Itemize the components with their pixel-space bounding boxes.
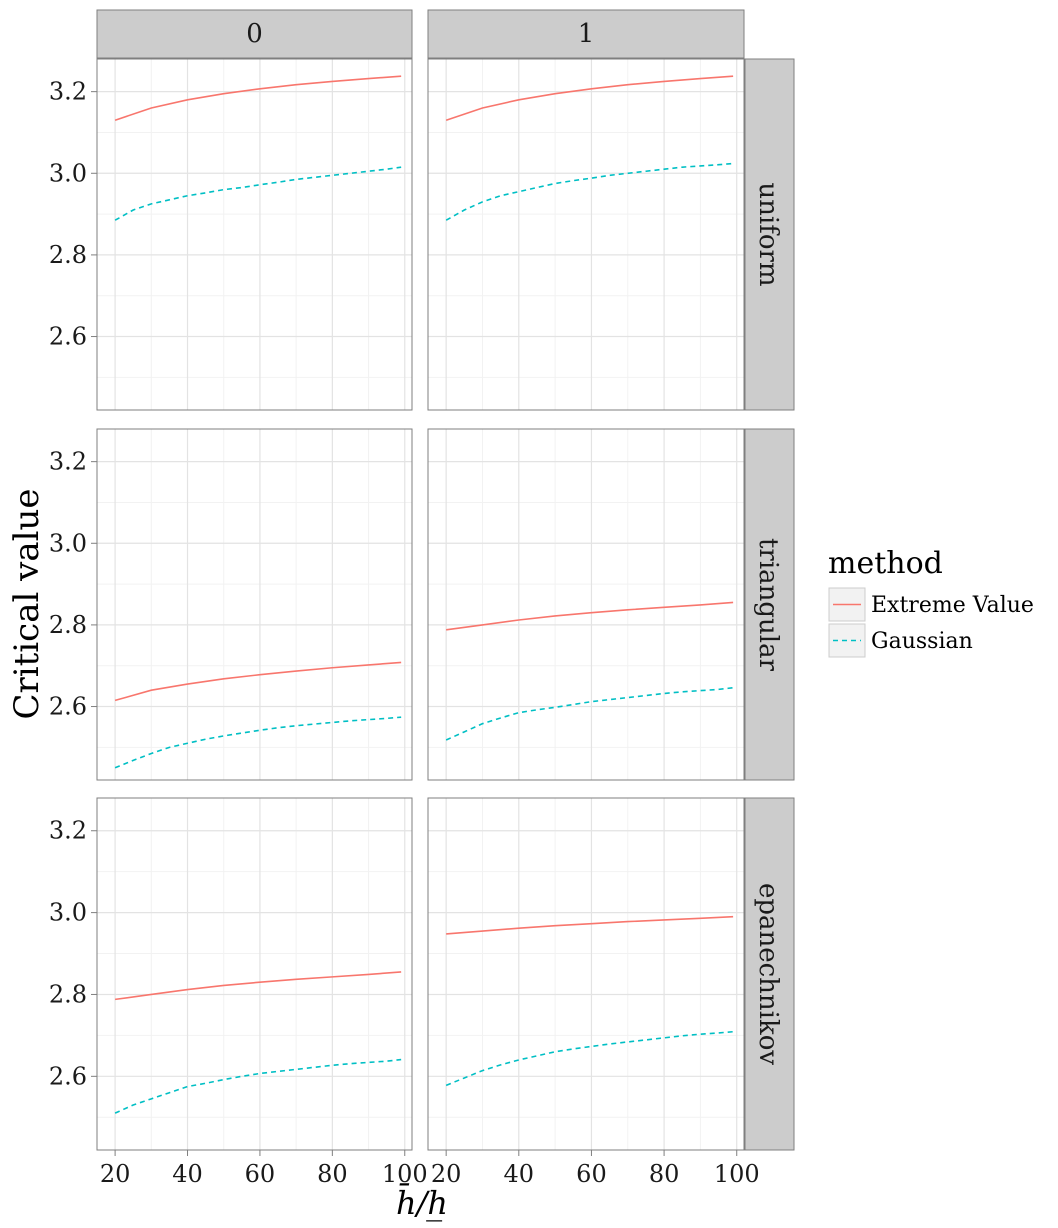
row-strip-2-label: epanechnikov — [753, 883, 783, 1065]
col-strip-0-label: 0 — [246, 19, 263, 49]
legend-title: method — [828, 546, 943, 581]
x-tick-label: 80 — [317, 1160, 348, 1188]
panel-background — [428, 59, 744, 410]
x-tick-label: 60 — [245, 1160, 276, 1188]
legend-label-extreme-value: Extreme Value — [871, 593, 1034, 618]
x-tick-label: 20 — [100, 1160, 131, 1188]
x-tick-label: 100 — [714, 1160, 760, 1188]
panel-epanechnikov-1 — [428, 798, 744, 1150]
y-tick-label: 2.8 — [49, 980, 87, 1008]
y-axis-title: Critical value — [7, 488, 47, 719]
y-tick-label: 2.6 — [49, 323, 87, 351]
col-strip-1-label: 1 — [578, 19, 595, 49]
y-tick-label: 2.6 — [49, 693, 87, 721]
x-tick-label: 40 — [504, 1160, 535, 1188]
panel-background — [428, 798, 744, 1150]
y-tick-label: 3.0 — [49, 529, 87, 557]
panel-uniform-0 — [97, 59, 412, 410]
legend-label-gaussian: Gaussian — [871, 629, 973, 654]
column-strips: 0 1 — [97, 10, 744, 58]
y-tick-label: 3.2 — [49, 817, 87, 845]
row-strip-1-label: triangular — [753, 538, 783, 672]
panel-epanechnikov-0 — [97, 798, 412, 1150]
y-tick-label: 3.2 — [49, 448, 87, 476]
y-tick-label: 2.8 — [49, 241, 87, 269]
y-tick-label: 3.0 — [49, 899, 87, 927]
y-tick-label: 3.0 — [49, 159, 87, 187]
panel-background — [97, 59, 412, 410]
row-strips: uniform triangular epanechnikov — [745, 59, 794, 1150]
panel-background — [97, 429, 412, 780]
x-tick-label: 80 — [649, 1160, 680, 1188]
y-tick-label: 3.2 — [49, 78, 87, 106]
panel-triangular-0 — [97, 429, 412, 780]
legend: method Extreme Value Gaussian — [828, 546, 1034, 657]
panel-triangular-1 — [428, 429, 744, 780]
row-strip-0-label: uniform — [753, 182, 783, 286]
x-axis-ticks: 20 40 60 80 100 20 40 60 80 100 — [100, 1150, 760, 1188]
x-tick-label: 40 — [172, 1160, 203, 1188]
y-axis-ticks: 2.6 2.8 3.0 3.2 2.6 2.8 3.0 3.2 2.6 2.8 3.0 3.2 — [49, 78, 97, 1091]
panel-uniform-1 — [428, 59, 744, 410]
x-tick-label: 60 — [576, 1160, 607, 1188]
panels — [97, 59, 744, 1150]
x-axis-title: h̄/h̲ — [396, 1183, 448, 1222]
y-tick-label: 2.6 — [49, 1062, 87, 1090]
y-tick-label: 2.8 — [49, 611, 87, 639]
